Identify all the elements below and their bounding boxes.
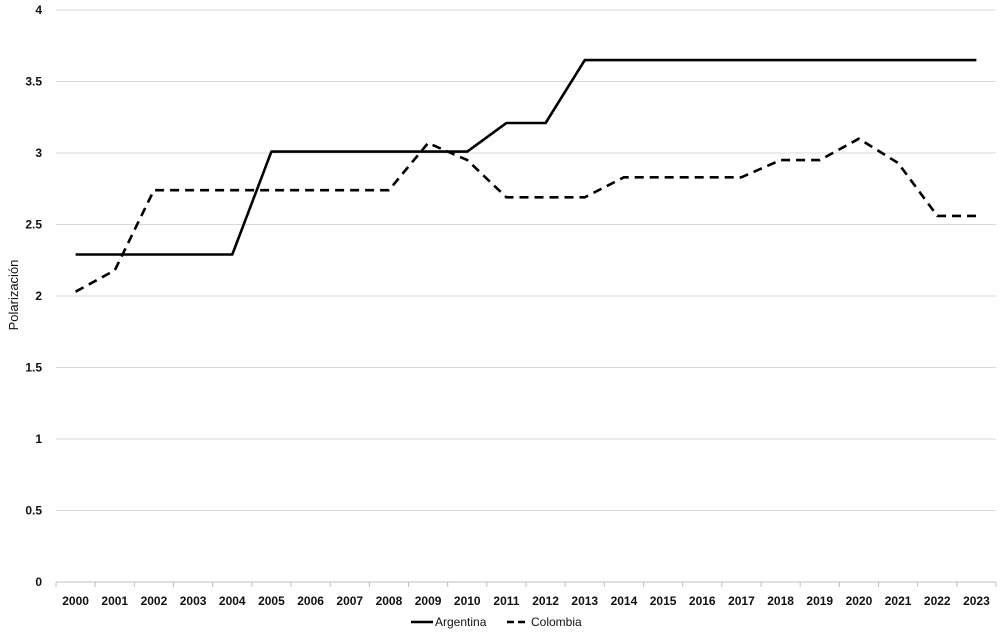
y-tick-label: 3 — [35, 146, 42, 160]
gridlines — [56, 9, 996, 583]
x-tick-label: 2021 — [885, 594, 912, 608]
y-tick-label: 2.5 — [25, 218, 42, 232]
x-tick-label: 2008 — [376, 594, 403, 608]
x-tick-label: 2000 — [62, 594, 89, 608]
x-tick-label: 2016 — [689, 594, 716, 608]
y-tick-label: 3.5 — [25, 75, 42, 89]
x-tick-label: 2006 — [297, 594, 324, 608]
x-tick-label: 2022 — [924, 594, 951, 608]
x-axis-tick-labels: 2000 2001 2002 2003 2004 2005 2006 2007 2008 2009… — [55, 582, 997, 608]
x-tick-label: 2007 — [336, 594, 363, 608]
x-tick-label: 2002 — [141, 594, 168, 608]
y-tick-label: 4 — [35, 3, 42, 17]
x-tick-label: 2014 — [611, 594, 638, 608]
x-tick-label: 2020 — [846, 594, 873, 608]
y-tick-label: 1.5 — [25, 361, 42, 375]
x-tick-label: 2010 — [454, 594, 481, 608]
x-tick-label: 2009 — [415, 594, 442, 608]
x-tick-label: 2017 — [728, 594, 755, 608]
legend: Argentina Colombia — [411, 615, 582, 629]
y-tick-label: 0.5 — [25, 504, 42, 518]
y-axis-label: Polarización — [6, 260, 21, 331]
legend-label-colombia: Colombia — [531, 615, 582, 629]
y-tick-label: 1 — [35, 432, 42, 446]
x-tick-label: 2023 — [963, 594, 990, 608]
legend-label-argentina: Argentina — [435, 615, 487, 629]
y-tick-label: 2 — [35, 289, 42, 303]
series-line-argentina — [75, 58, 977, 256]
x-tick-label: 2005 — [258, 594, 285, 608]
x-tick-label: 2018 — [767, 594, 794, 608]
x-tick-label: 2019 — [806, 594, 833, 608]
series-lines — [74, 58, 977, 293]
y-tick-label: 0 — [35, 575, 42, 589]
x-tick-label: 2013 — [571, 594, 598, 608]
x-tick-label: 2015 — [650, 594, 677, 608]
series-line-colombia — [74, 137, 977, 293]
x-tick-label: 2003 — [180, 594, 207, 608]
x-tick-label: 2004 — [219, 594, 246, 608]
x-tick-label: 2001 — [101, 594, 128, 608]
x-tick-label: 2012 — [532, 594, 559, 608]
x-tick-label: 2011 — [493, 594, 519, 608]
y-axis-tick-labels: 0 0.5 1 1.5 2 2.5 3 3.5 4 — [25, 3, 42, 589]
